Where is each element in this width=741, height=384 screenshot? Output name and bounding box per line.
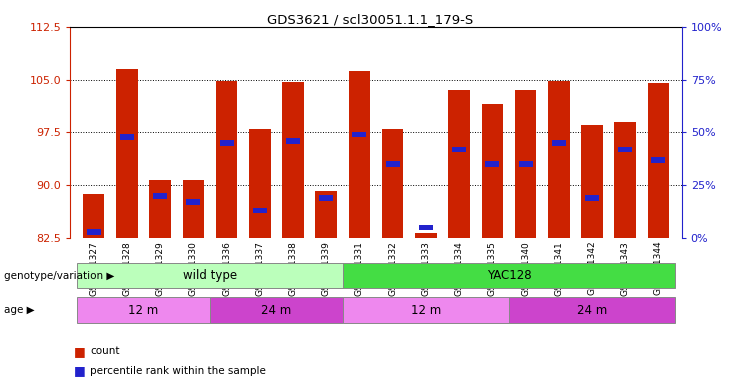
Text: 12 m: 12 m — [128, 304, 159, 316]
Bar — [385, 161, 399, 167]
Text: wild type: wild type — [183, 269, 237, 282]
Bar — [485, 161, 499, 167]
Bar — [319, 195, 333, 201]
Bar — [448, 90, 470, 238]
Bar — [585, 195, 599, 201]
Text: count: count — [90, 346, 120, 356]
Bar — [581, 126, 603, 238]
Bar — [509, 297, 675, 323]
Bar — [552, 140, 566, 146]
Bar — [116, 69, 138, 238]
Text: 12 m: 12 m — [411, 304, 441, 316]
Bar — [216, 81, 237, 238]
Bar — [316, 191, 337, 238]
Text: YAC128: YAC128 — [487, 269, 531, 282]
Bar — [482, 104, 503, 238]
Text: 24 m: 24 m — [577, 304, 607, 316]
Bar — [648, 83, 669, 238]
Bar — [452, 147, 466, 152]
Bar — [182, 180, 204, 238]
Text: GDS3621 / scl30051.1.1_179-S: GDS3621 / scl30051.1.1_179-S — [268, 13, 473, 26]
Text: percentile rank within the sample: percentile rank within the sample — [90, 366, 266, 376]
Text: ■: ■ — [74, 345, 86, 358]
Bar — [249, 129, 270, 238]
Bar — [83, 194, 104, 238]
Text: genotype/variation ▶: genotype/variation ▶ — [4, 270, 114, 281]
Bar — [519, 161, 533, 167]
Bar — [651, 157, 665, 163]
Bar — [286, 138, 300, 144]
Bar — [77, 297, 210, 323]
Text: 24 m: 24 m — [262, 304, 291, 316]
Bar — [77, 263, 343, 288]
Bar — [618, 147, 632, 152]
Bar — [253, 208, 267, 214]
Bar — [515, 90, 536, 238]
Bar — [419, 225, 433, 230]
Text: ■: ■ — [74, 364, 86, 377]
Bar — [548, 81, 570, 238]
Bar — [87, 229, 101, 235]
Bar — [186, 199, 200, 205]
Bar — [210, 297, 343, 323]
Bar — [282, 82, 304, 238]
Bar — [343, 297, 509, 323]
Bar — [120, 134, 134, 139]
Bar — [219, 140, 233, 146]
Bar — [149, 180, 171, 238]
Bar — [382, 129, 403, 238]
Bar — [614, 122, 636, 238]
Bar — [353, 132, 367, 137]
Text: age ▶: age ▶ — [4, 305, 34, 315]
Bar — [415, 233, 436, 238]
Bar — [153, 193, 167, 199]
Bar — [343, 263, 675, 288]
Bar — [349, 71, 370, 238]
